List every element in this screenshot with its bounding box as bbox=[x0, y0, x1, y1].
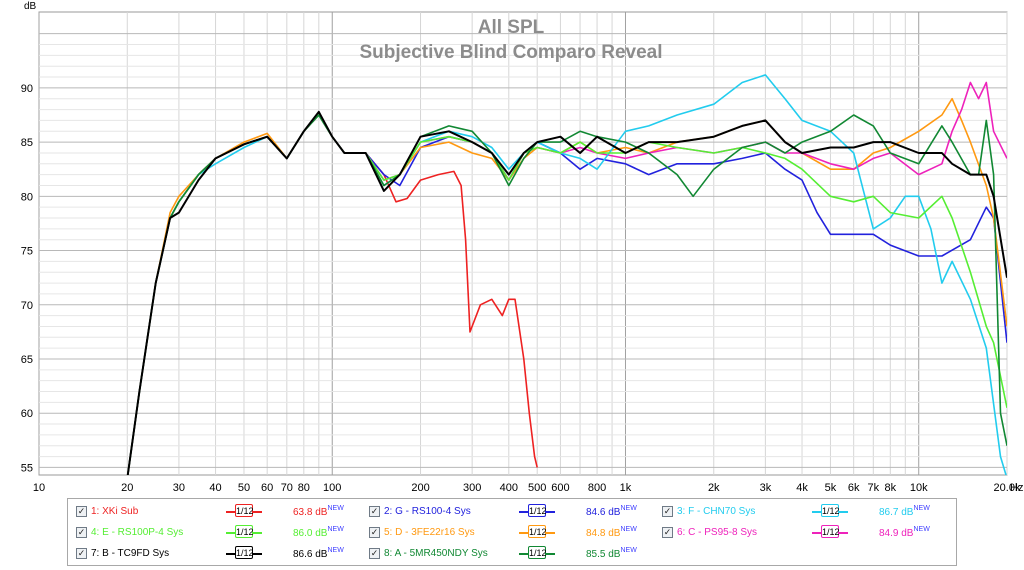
x-tick-label: 80 bbox=[298, 482, 310, 494]
legend-item: ✓ 6: C - PS95-8 Sys bbox=[662, 523, 827, 541]
legend-label: 6: C - PS95-8 Sys bbox=[677, 526, 758, 538]
smoothing-selector[interactable]: 1/12 bbox=[812, 503, 848, 519]
x-tick-label: 800 bbox=[588, 482, 606, 494]
legend-item: ✓ 4: E - RS100P-4 Sys bbox=[76, 523, 241, 541]
spl-chart: 55 60 65 70 75 80 85 90 10 20 30 40 50 60 70 80 100 200 30… bbox=[20, 1, 1024, 494]
y-tick-label: 90 bbox=[21, 83, 33, 95]
axis-labels: 55 60 65 70 75 80 85 90 10 20 30 40 50 60 70 80 100 200 30… bbox=[21, 83, 1021, 494]
legend: ✓ 1: XKi Sub 1/12 63.8 dBNEW ✓ 2: G - RS100-4… bbox=[67, 498, 957, 566]
smoothing-selector[interactable]: 1/12 bbox=[519, 503, 555, 519]
series-visibility-checkbox[interactable]: ✓ bbox=[369, 526, 380, 538]
series-visibility-checkbox[interactable]: ✓ bbox=[76, 547, 87, 559]
smoothing-selector[interactable]: 1/12 bbox=[519, 545, 555, 561]
x-tick-label: 600 bbox=[551, 482, 569, 494]
smoothing-label: 1/12 bbox=[821, 525, 840, 538]
legend-level-value: 86.7 dBNEW bbox=[879, 505, 930, 518]
x-tick-label: 2k bbox=[708, 482, 720, 494]
x-tick-label: 8k bbox=[884, 482, 896, 494]
legend-label: 7: B - TC9FD Sys bbox=[91, 547, 170, 559]
y-tick-label: 55 bbox=[21, 462, 33, 474]
legend-level-value: 84.8 dBNEW bbox=[586, 526, 637, 539]
x-tick-label: 100 bbox=[323, 482, 341, 494]
legend-level-value: 84.9 dBNEW bbox=[879, 526, 930, 539]
x-tick-label: 50 bbox=[238, 482, 250, 494]
x-tick-label: 5k bbox=[825, 482, 837, 494]
series-visibility-checkbox[interactable]: ✓ bbox=[662, 505, 673, 517]
x-tick-label: 6k bbox=[848, 482, 860, 494]
y-tick-label: 85 bbox=[21, 137, 33, 149]
x-tick-label: 400 bbox=[500, 482, 518, 494]
x-tick-label: 70 bbox=[281, 482, 293, 494]
series-visibility-checkbox[interactable]: ✓ bbox=[369, 547, 380, 559]
x-tick-label: 4k bbox=[796, 482, 808, 494]
x-tick-label: 20 bbox=[121, 482, 133, 494]
series-visibility-checkbox[interactable]: ✓ bbox=[662, 526, 673, 538]
x-tick-label: 7k bbox=[867, 482, 879, 494]
smoothing-label: 1/12 bbox=[235, 504, 254, 517]
y-axis-unit: dB bbox=[24, 1, 37, 12]
plot-area bbox=[38, 11, 1008, 476]
legend-label: 1: XKi Sub bbox=[91, 505, 139, 517]
legend-label: 4: E - RS100P-4 Sys bbox=[91, 526, 184, 538]
x-tick-label: 1k bbox=[620, 482, 632, 494]
x-tick-label: 40 bbox=[209, 482, 221, 494]
x-tick-label: 10k bbox=[910, 482, 928, 494]
legend-item: ✓ 2: G - RS100-4 Sys bbox=[369, 502, 534, 520]
x-axis-unit: Hz bbox=[1010, 482, 1023, 494]
smoothing-selector[interactable]: 1/12 bbox=[519, 524, 555, 540]
legend-item: ✓ 8: A - 5MR450NDY Sys bbox=[369, 544, 534, 562]
legend-level-value: 86.0 dBNEW bbox=[293, 526, 344, 539]
y-tick-label: 80 bbox=[21, 191, 33, 203]
chart-title: All SPL bbox=[478, 17, 545, 38]
legend-item: ✓ 3: F - CHN70 Sys bbox=[662, 502, 827, 520]
legend-level-value: 86.6 dBNEW bbox=[293, 547, 344, 560]
smoothing-label: 1/12 bbox=[528, 546, 547, 559]
legend-level-value: 84.6 dBNEW bbox=[586, 505, 637, 518]
legend-item: ✓ 7: B - TC9FD Sys bbox=[76, 544, 241, 562]
grid-lines bbox=[38, 12, 1008, 475]
legend-level-value: 63.8 dBNEW bbox=[293, 505, 344, 518]
smoothing-label: 1/12 bbox=[528, 525, 547, 538]
smoothing-selector[interactable]: 1/12 bbox=[226, 503, 262, 519]
legend-label: 3: F - CHN70 Sys bbox=[677, 505, 756, 517]
y-tick-label: 70 bbox=[21, 300, 33, 312]
legend-label: 5: D - 3FE22r16 Sys bbox=[384, 526, 475, 538]
series-line-7 bbox=[126, 110, 1007, 475]
smoothing-label: 1/12 bbox=[528, 504, 547, 517]
y-tick-label: 75 bbox=[21, 246, 33, 258]
smoothing-selector[interactable]: 1/12 bbox=[812, 524, 848, 540]
legend-label: 8: A - 5MR450NDY Sys bbox=[384, 547, 488, 559]
series-lines bbox=[126, 74, 1007, 475]
legend-item: ✓ 1: XKi Sub bbox=[76, 502, 241, 520]
x-tick-label: 3k bbox=[760, 482, 772, 494]
chart-frame bbox=[38, 11, 1008, 476]
smoothing-label: 1/12 bbox=[235, 546, 254, 559]
y-tick-label: 65 bbox=[21, 354, 33, 366]
series-visibility-checkbox[interactable]: ✓ bbox=[76, 526, 87, 538]
x-tick-label: 60 bbox=[261, 482, 273, 494]
x-tick-label: 500 bbox=[528, 482, 546, 494]
x-tick-label: 10 bbox=[33, 482, 45, 494]
y-tick-label: 60 bbox=[21, 408, 33, 420]
series-visibility-checkbox[interactable]: ✓ bbox=[369, 505, 380, 517]
legend-level-value: 85.5 dBNEW bbox=[586, 547, 637, 560]
x-tick-label: 300 bbox=[463, 482, 481, 494]
legend-item: ✓ 5: D - 3FE22r16 Sys bbox=[369, 523, 534, 541]
smoothing-label: 1/12 bbox=[821, 504, 840, 517]
smoothing-selector[interactable]: 1/12 bbox=[226, 524, 262, 540]
x-tick-label: 200 bbox=[411, 482, 429, 494]
x-tick-label: 20.0k bbox=[994, 482, 1021, 494]
chart-subtitle: Subjective Blind Comparo Reveal bbox=[359, 42, 662, 63]
smoothing-label: 1/12 bbox=[235, 525, 254, 538]
legend-label: 2: G - RS100-4 Sys bbox=[384, 505, 471, 517]
x-tick-label: 30 bbox=[173, 482, 185, 494]
smoothing-selector[interactable]: 1/12 bbox=[226, 545, 262, 561]
series-visibility-checkbox[interactable]: ✓ bbox=[76, 505, 87, 517]
